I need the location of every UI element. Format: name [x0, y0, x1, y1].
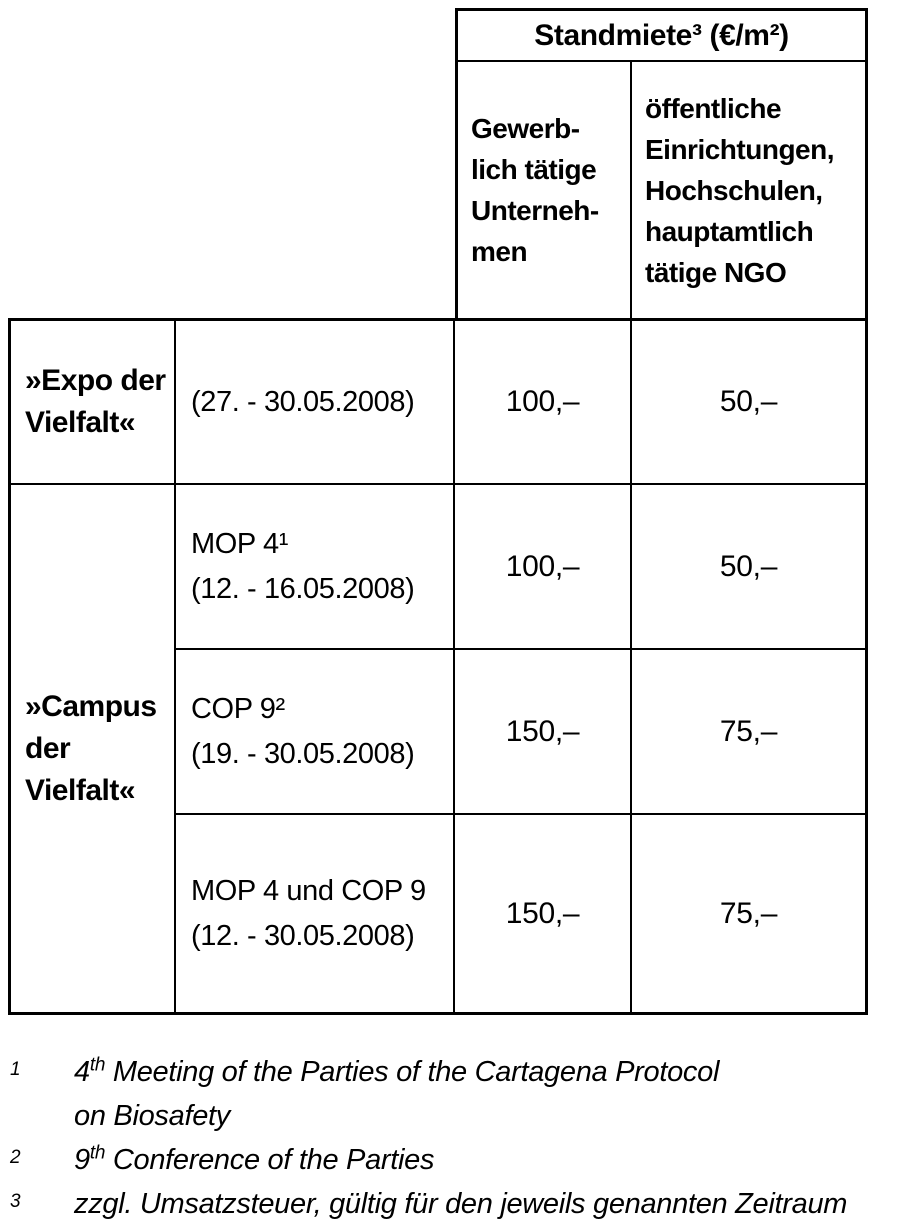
header-line: tätige NGO: [645, 256, 787, 288]
footnote-text: 4th Meeting of the Parties of the Cartag…: [74, 1054, 720, 1088]
footnote-1: 1 4th Meeting of the Parties of the Cart…: [10, 1050, 908, 1138]
event-cell-mop4: MOP 4¹ (12. - 16.05.2008): [176, 485, 455, 650]
header-line: Einrichtungen,: [645, 133, 835, 165]
header-col-public: öffentliche Einrichtungen, Hochschulen, …: [632, 62, 865, 318]
footnote-text: zzgl. Umsatzsteuer, gültig für den jewei…: [74, 1188, 848, 1220]
event-line: (19. - 30.05.2008): [191, 737, 415, 770]
event-line: (27. - 30.05.2008): [191, 385, 415, 418]
rent-commercial-mop4: 100,–: [455, 485, 632, 650]
row-label-expo: »Expo der Vielfalt«: [11, 321, 176, 485]
header-line: öffentliche: [645, 92, 782, 124]
event-line: (12. - 30.05.2008): [191, 919, 415, 952]
footnote-3: 3 zzgl. Umsatzsteuer, gültig für den jew…: [10, 1182, 908, 1226]
header-line: Hochschulen,: [645, 174, 823, 206]
event-cell-cop9: COP 9² (19. - 30.05.2008): [176, 650, 455, 815]
rent-public-cop9: 75,–: [632, 650, 865, 815]
header-line: lich tätige: [471, 154, 597, 185]
header-title-cell: Standmiete³ (€/m²): [458, 11, 865, 62]
header-line: hauptamtlich: [645, 215, 814, 247]
footnote-text-line2: on Biosafety: [74, 1100, 230, 1132]
label-line: der: [25, 731, 71, 765]
rent-commercial-expo: 100,–: [455, 321, 632, 485]
rent-commercial-mop4-cop9: 150,–: [455, 815, 632, 1012]
header-line: men: [471, 236, 528, 267]
label-line: Vielfalt«: [25, 773, 136, 807]
table-body: »Expo der Vielfalt« (27. - 30.05.2008) 1…: [8, 318, 868, 1015]
footnotes: 1 4th Meeting of the Parties of the Cart…: [10, 1050, 908, 1226]
footnote-2: 2 9th Conference of the Parties: [10, 1138, 908, 1182]
event-line: COP 9²: [191, 692, 285, 725]
rent-commercial-cop9: 150,–: [455, 650, 632, 815]
event-line: MOP 4 und COP 9: [191, 874, 426, 907]
event-cell-expo: (27. - 30.05.2008): [176, 321, 455, 485]
table-header: Standmiete³ (€/m²) Gewerb- lich tätige U…: [455, 8, 868, 318]
rent-public-mop4-cop9: 75,–: [719, 896, 778, 930]
footnote-superscript: th: [89, 1142, 106, 1164]
label-line: »Campus: [25, 689, 157, 723]
header-line: Gewerb-: [471, 113, 580, 144]
event-cell-mop4-cop9: MOP 4 und COP 9 (12. - 30.05.2008): [176, 815, 455, 1012]
header-subrow: Gewerb- lich tätige Unterneh- men öffent…: [458, 62, 865, 318]
footnote-superscript: th: [89, 1054, 106, 1076]
event-line: MOP 4¹: [191, 527, 288, 560]
row-label-campus: »Campus der Vielfalt«: [11, 485, 176, 1012]
footnote-text: 9th Conference of the Parties: [74, 1142, 435, 1176]
header-title: Standmiete³ (€/m²): [534, 18, 789, 52]
rent-public-expo: 50,–: [632, 321, 865, 485]
header-line: Unterneh-: [471, 195, 599, 226]
footnote-marker: 1: [10, 1059, 21, 1080]
label-line: »Expo der: [25, 364, 166, 397]
rent-public-mop4: 50,–: [632, 485, 865, 650]
footnote-marker: 2: [10, 1147, 21, 1168]
label-line: Vielfalt«: [25, 406, 136, 439]
event-line: (12. - 16.05.2008): [191, 572, 415, 605]
footnote-marker: 3: [10, 1191, 21, 1212]
header-col-commercial: Gewerb- lich tätige Unterneh- men: [458, 62, 632, 318]
